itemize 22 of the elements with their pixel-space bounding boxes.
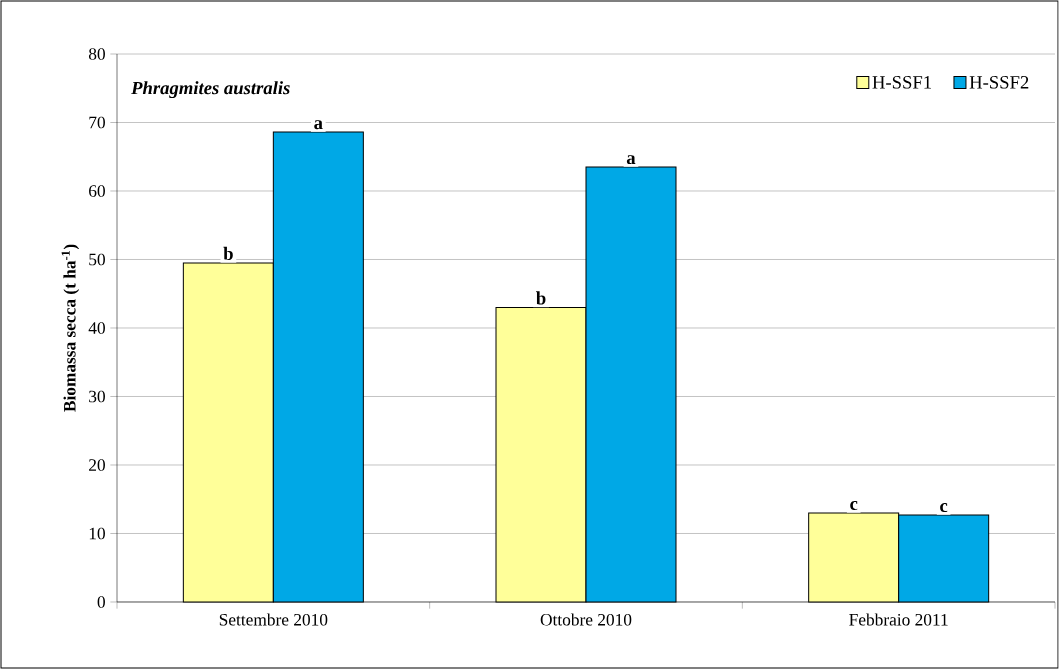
x-tick-label: Settembre 2010 (219, 613, 328, 626)
annotation: b (223, 246, 233, 260)
y-tick-label: 60 (89, 185, 105, 197)
y-tick-label: 20 (89, 459, 105, 471)
annotation: a (314, 120, 323, 130)
y-tick-label: 50 (89, 253, 105, 266)
y-tick-label: 80 (88, 48, 105, 60)
text: Phragmites australis (131, 81, 290, 99)
legend-label: H-SSF2 (969, 76, 1029, 89)
annotation: a (626, 155, 636, 165)
annotation: c (850, 501, 858, 511)
x-tick-label: Ottobre 2010 (540, 613, 632, 626)
annotation: b (536, 291, 546, 305)
y-tick-label: 10 (89, 527, 105, 540)
y-axis-title: Biomassa secca (t ha$^{-1}$) (61, 244, 80, 412)
y-tick-label: 70 (89, 116, 105, 129)
annotation: c (940, 503, 948, 513)
x-tick-label: Febbraio 2011 (849, 613, 948, 626)
y-tick-label: 0 (97, 596, 105, 608)
y-tick-label: 30 (89, 390, 105, 403)
legend-label: H-SSF1 (872, 76, 931, 89)
y-tick-label: 40 (88, 322, 105, 334)
